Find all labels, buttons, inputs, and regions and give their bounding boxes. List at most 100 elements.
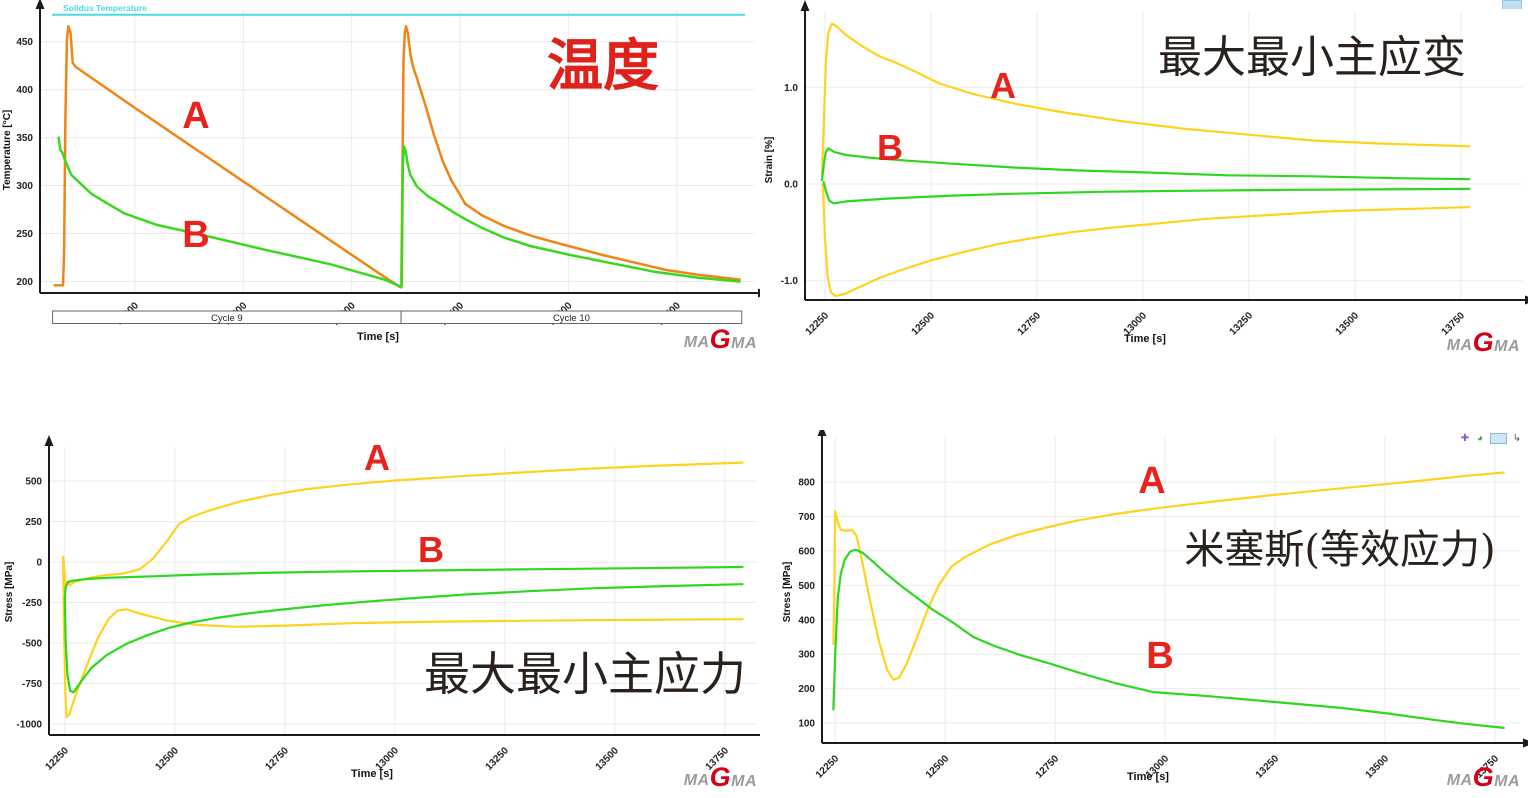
y-tick-label: 100	[798, 719, 815, 730]
x-tick-label: 12250	[814, 753, 842, 781]
y-axis-arrow	[817, 430, 827, 436]
x-tick-label: 12250	[804, 310, 832, 338]
marker-A: A	[182, 95, 209, 137]
gridlines	[805, 12, 1522, 300]
magma-logo: MAGMA	[684, 762, 757, 792]
x-tick-label: 13250	[484, 745, 512, 773]
marker-A: A	[364, 437, 390, 478]
cycle-band-label: Cycle 9	[211, 313, 243, 324]
marker-B: B	[182, 214, 209, 256]
y-tick-label: -250	[22, 598, 42, 609]
x-axis-title: Time [s]	[357, 331, 399, 343]
y-tick-label: 350	[16, 133, 33, 144]
y-tick-label: 200	[16, 277, 33, 288]
y-tick-label: 450	[16, 37, 33, 48]
marker-B: B	[418, 529, 444, 570]
solidus-label: Solidus Temperature	[63, 3, 147, 13]
x-tick-label: 13500	[1364, 753, 1392, 781]
x-axis-title: Time [s]	[351, 768, 393, 780]
y-tick-label: 250	[16, 229, 33, 240]
chart-title: 最大最小主应力	[424, 647, 746, 701]
x-tick-label: 13500	[1334, 310, 1362, 338]
cycle-band-label: Cycle 10	[553, 313, 590, 324]
x-tick-label: 12500	[924, 753, 952, 781]
chart-principal-stress: 12250 12500 12750 13000 13250 13500 13750 500 25…	[0, 430, 760, 798]
x-tick-label: 13750	[1440, 310, 1468, 338]
cycle-band	[400, 310, 743, 324]
x-tick-label: 12500	[154, 745, 182, 773]
series-B-min	[63, 583, 744, 694]
x-tick-label: 12750	[1016, 310, 1044, 338]
x-axis-arrow	[1523, 738, 1528, 748]
series-A-max	[820, 22, 1471, 178]
y-axis-title: Strain [%]	[764, 137, 775, 184]
y-tick-label: 800	[798, 478, 815, 489]
chart-title: 米塞斯(等效应力)	[1184, 527, 1495, 573]
y-tick-label: 250	[25, 517, 42, 528]
y-axis-arrow	[800, 0, 810, 11]
magma-logo: MAGMA	[1447, 762, 1520, 792]
y-tick-label: 600	[798, 546, 815, 557]
y-axis-title: Stress [MPa]	[782, 562, 793, 623]
return-arrow-icon[interactable]: ↳	[1512, 432, 1522, 444]
x-axis-arrow	[758, 288, 760, 298]
y-tick-label: -1.0	[781, 276, 799, 287]
series-A	[832, 471, 1505, 681]
marker-B: B	[877, 127, 903, 168]
y-axis-title: Stress [MPa]	[4, 562, 15, 623]
pie-view-icon[interactable]: ◕	[1476, 432, 1484, 444]
y-axis-arrow	[35, 0, 45, 9]
x-tick-label: 12500	[910, 310, 938, 338]
window-icon[interactable]	[1502, 0, 1522, 9]
series-A	[53, 25, 741, 289]
x-tick-label: 12750	[1034, 753, 1062, 781]
series-A-min	[61, 557, 744, 719]
chart-temperature: Solidus Temperature110001150012000125001…	[0, 0, 760, 360]
y-tick-label: 500	[25, 477, 42, 488]
chart-title: 温度	[547, 33, 659, 99]
chart-von-mises: ✚ ◕ ↳ 12250 12500 12750 13000 13250 13500 13750 8…	[760, 430, 1528, 798]
y-tick-label: 400	[798, 615, 815, 626]
panel-view-icon[interactable]	[1490, 433, 1507, 444]
x-tick-label: 12750	[264, 745, 292, 773]
marker-A: A	[990, 65, 1016, 106]
y-tick-label: -1000	[16, 719, 42, 730]
y-tick-label: -500	[22, 638, 42, 649]
y-tick-label: 1.0	[784, 83, 798, 94]
gridlines	[822, 437, 1520, 743]
temperature-chart-canvas: Solidus Temperature110001150012000125001…	[2, 0, 760, 354]
gridlines	[40, 10, 755, 293]
series-B	[57, 136, 741, 288]
principal-strain-chart-canvas: 12250 12500 12750 13000 13250 13500 137501.00.…	[764, 0, 1528, 357]
y-tick-label: 0	[36, 558, 42, 569]
x-tick-label: 13500	[594, 745, 622, 773]
von-mises-chart-canvas: 12250 12500 12750 13000 13250 13500 1375080070…	[782, 430, 1528, 792]
x-axis-arrow	[1525, 295, 1528, 305]
chart-principal-strain: 12250 12500 12750 13000 13250 13500 13750 1.0 0.…	[760, 0, 1528, 360]
y-tick-label: 300	[798, 650, 815, 661]
y-tick-label: 0.0	[784, 180, 798, 191]
magma-logo: MAGMA	[684, 324, 757, 354]
chart-title: 最大最小主应变	[1158, 32, 1466, 83]
x-tick-label: 13250	[1228, 310, 1256, 338]
y-tick-label: 500	[798, 581, 815, 592]
y-tick-label: 200	[798, 684, 815, 695]
y-tick-label: 700	[798, 512, 815, 523]
add-curve-icon[interactable]: ✚	[1460, 432, 1470, 444]
y-tick-label: -750	[22, 679, 42, 690]
y-tick-label: 400	[16, 85, 33, 96]
y-axis-title: Temperature [°C]	[2, 110, 13, 191]
x-axis-title: Time [s]	[1124, 333, 1166, 345]
series-B	[832, 548, 1505, 729]
x-tick-label: 12250	[44, 745, 72, 773]
marker-B: B	[1146, 635, 1173, 677]
magma-logo: MAGMA	[1447, 327, 1520, 357]
principal-stress-chart-canvas: 12250 12500 12750 13000 13250 13500 1375050025…	[4, 435, 760, 792]
y-axis-arrow	[44, 435, 54, 446]
series-B-min	[822, 181, 1471, 205]
series-A-max	[61, 461, 744, 589]
plot-toolbar: ✚ ◕ ↳	[1460, 433, 1522, 444]
series-A-min	[821, 182, 1471, 298]
x-tick-label: 13250	[1254, 753, 1282, 781]
